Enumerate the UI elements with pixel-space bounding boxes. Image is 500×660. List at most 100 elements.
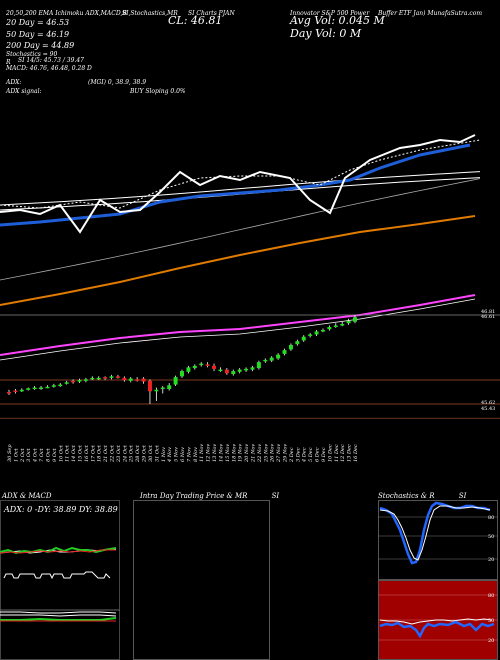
candle-body <box>212 365 217 369</box>
header-line-2: SI,Stochastics,MR <box>122 10 178 17</box>
adx-signal-label: ADX signal: <box>6 88 42 95</box>
ema200-line <box>0 215 476 306</box>
ema20-dotted <box>0 139 481 209</box>
intraday-si-text: SI <box>271 492 280 500</box>
candle-body <box>199 363 204 366</box>
candle-body <box>237 369 242 372</box>
si-label: SI 14/5: 45.73 / 39.47 <box>18 57 84 64</box>
price-chart: 30 Sep 1 Oct 2 Oct 3 Oct 4 Oct 7 Oct 8 Oct 9 Oc… <box>0 134 500 463</box>
date-tick-label: 21 Nov <box>250 444 256 463</box>
date-tick-label: 13 Dec <box>347 444 353 462</box>
candle-body <box>276 354 281 359</box>
candle-body <box>7 392 11 394</box>
date-tick-label: 4 Dec <box>302 447 308 463</box>
candle-body <box>64 382 69 384</box>
intraday-panel-title: Intra Day Trading Price & MR SI <box>140 492 279 500</box>
date-tick-label: 27 Nov <box>276 444 282 463</box>
date-tick-label: 16 Dec <box>353 444 359 462</box>
candle-body <box>224 369 229 374</box>
date-tick-label: 14 Oct <box>71 444 77 462</box>
candle-body <box>314 331 319 335</box>
price-tick-label: 46.81 <box>481 309 495 315</box>
rsi-line-white <box>379 618 493 625</box>
stoch-20-tick: 20 <box>488 557 494 563</box>
date-tick-label: 9 Oct <box>52 447 58 462</box>
date-tick-label: 15 Oct <box>77 444 83 462</box>
date-tick-label: 11 Nov <box>199 444 205 462</box>
date-tick-label: 4 Oct <box>33 447 39 463</box>
candle-body <box>256 362 261 369</box>
date-tick-label: 6 Dec <box>315 447 321 462</box>
adx-values: (MGI) 0, 38.9, 38.9 <box>88 79 147 86</box>
date-labels: 30 Sep 1 Oct 2 Oct 3 Oct 4 Oct 7 Oct 8 Oct 9 Oc… <box>7 444 359 463</box>
day-volume: Day Vol: 0 M <box>290 27 362 40</box>
adx-readout: ADX: 0 -DY: 38.89 DY: 38.89 <box>4 505 118 514</box>
candle-body <box>32 387 37 390</box>
candle-body <box>327 326 332 330</box>
date-tick-label: 7 Nov <box>186 447 192 462</box>
date-tick-label: 5 Nov <box>174 447 180 462</box>
date-tick-label: 22 Nov <box>257 444 263 463</box>
ema20-label: 20 Day = 46.53 <box>6 18 70 27</box>
date-tick-label: 26 Nov <box>270 444 276 463</box>
candle-body <box>77 380 82 382</box>
date-tick-label: 8 Oct <box>45 447 51 462</box>
date-tick-label: 30 Sep <box>7 444 13 462</box>
date-tick-label: 4 Nov <box>167 447 173 463</box>
candle-body <box>90 377 95 380</box>
stoch-k-line <box>379 501 491 565</box>
date-tick-label: 16 Oct <box>84 444 90 462</box>
candle-body <box>173 377 178 385</box>
candle-body <box>135 379 140 381</box>
adx-panel-title: ADX & MACD <box>2 492 52 500</box>
header-line-4: Innovator S&P 500 Power <box>290 10 369 17</box>
candle-body <box>51 385 56 387</box>
price-tick-label: 45.62 <box>481 400 495 406</box>
candle-body <box>333 325 338 327</box>
intraday-panel <box>133 500 270 660</box>
stochastics-label: Stochastics = 90 <box>6 51 58 58</box>
header-title-part-1: 20,50,200 EMA Ichimoku ADX,MACD,B <box>6 10 127 17</box>
candles <box>7 315 357 404</box>
candle-body <box>353 317 357 322</box>
adx-label: ADX: <box>6 79 22 86</box>
date-tick-label: 25 Oct <box>129 444 135 463</box>
avg-volume: Avg Vol: 0.045 M <box>290 14 385 27</box>
date-tick-label: 1 Oct <box>13 447 19 462</box>
candle-body <box>320 329 325 332</box>
adx-line-red <box>0 549 116 554</box>
stoch-d-line <box>379 505 491 561</box>
header-line-1: 20,50,200 EMA Ichimoku ADX,MACD,B <box>6 10 127 17</box>
candle-body <box>218 369 223 372</box>
ema200-label: 200 Day = 44.89 <box>6 41 75 50</box>
header-title-part-4: Innovator S&P 500 Power <box>290 10 370 17</box>
date-tick-label: 11 Dec <box>334 444 340 462</box>
candle-body <box>96 377 101 380</box>
lower-band-1 <box>0 178 481 281</box>
candle-body <box>250 367 255 370</box>
candle-body <box>71 380 76 383</box>
date-tick-label: 12 Nov <box>206 444 212 462</box>
date-tick-label: 17 Oct <box>90 444 96 462</box>
date-tick-label: 2 Oct <box>20 447 26 463</box>
candle-body <box>83 379 88 381</box>
date-tick-label: 1 Nov <box>161 447 167 462</box>
date-tick-label: 10 Oct <box>58 444 64 462</box>
macd-line-white-2 <box>0 614 117 617</box>
buy-signal: BUY Sloping 0.0% <box>130 88 186 95</box>
date-tick-label: 3 Dec <box>295 447 301 462</box>
stoch-50-tick: 50 <box>488 534 494 540</box>
macd-step-line <box>3 571 111 580</box>
date-tick-label: 30 Oct <box>148 444 154 462</box>
date-tick-label: 31 Oct <box>154 444 160 462</box>
candle-body <box>308 334 313 336</box>
date-tick-label: 7 Oct <box>39 447 45 462</box>
candle-body <box>13 390 18 393</box>
candle-body <box>288 344 293 350</box>
candle-body <box>282 350 287 354</box>
close-price: CL: 46.81 <box>168 14 223 27</box>
candle-body <box>39 387 44 390</box>
stoch-si-text: SI <box>458 492 467 500</box>
price-line <box>0 134 476 234</box>
bb-upper-2 <box>0 298 476 361</box>
